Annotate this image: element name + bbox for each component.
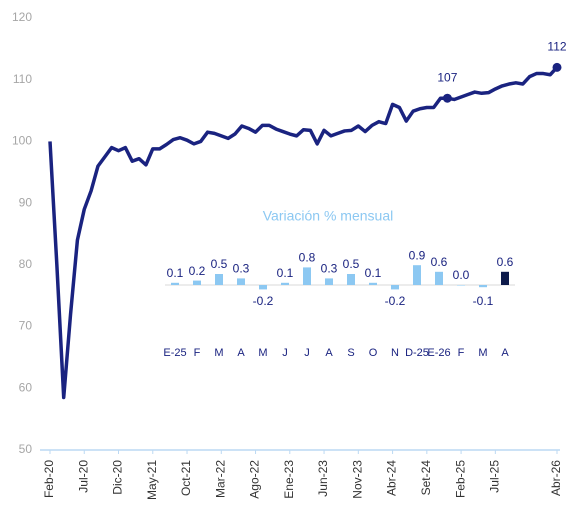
x-tick-label: Feb-25 xyxy=(453,460,467,498)
bar-label: 0.0 xyxy=(453,268,470,282)
bar xyxy=(259,285,267,290)
bar-label: 0.2 xyxy=(189,264,206,278)
inset-category: J xyxy=(282,347,288,359)
point-marker xyxy=(442,93,452,103)
bar-label: 0.5 xyxy=(343,257,360,271)
inset-category: M xyxy=(258,347,267,359)
bar-label: -0.2 xyxy=(385,294,406,308)
x-tick-label: Oct-21 xyxy=(179,460,193,496)
inset-category: N xyxy=(391,347,399,359)
x-tick-label: Feb-20 xyxy=(42,460,56,498)
bar xyxy=(347,274,355,285)
y-tick-label: 120 xyxy=(12,10,32,24)
bar-label: 0.6 xyxy=(431,255,448,269)
point-marker xyxy=(552,62,562,72)
bar-label: 0.8 xyxy=(299,251,316,265)
bar xyxy=(325,278,333,285)
y-tick-label: 90 xyxy=(19,195,33,209)
point-label: 107 xyxy=(437,70,457,84)
x-tick-label: Jun-23 xyxy=(316,460,330,497)
inset-category: J xyxy=(304,347,310,359)
inset-category: E-26 xyxy=(427,347,450,359)
inset-category: A xyxy=(237,347,245,359)
bar xyxy=(281,282,289,285)
y-tick-label: 60 xyxy=(19,380,33,394)
bar-label: 0.5 xyxy=(211,257,228,271)
bar-label: -0.2 xyxy=(253,294,274,308)
y-tick-label: 80 xyxy=(19,257,33,271)
x-tick-label: Abr-24 xyxy=(385,460,399,496)
bar xyxy=(435,271,443,285)
point-label: 112 xyxy=(547,40,566,54)
bar xyxy=(369,282,377,285)
bar xyxy=(215,274,223,285)
bar xyxy=(413,265,421,285)
x-tick-label: Dic-20 xyxy=(111,460,125,495)
bar xyxy=(193,280,201,285)
x-tick-label: Set-24 xyxy=(419,460,433,496)
bar xyxy=(501,271,509,285)
inset-category: M xyxy=(214,347,223,359)
x-tick-label: Ene-23 xyxy=(282,460,296,499)
bar-label: 0.9 xyxy=(409,248,426,262)
inset-category: D-25 xyxy=(405,347,429,359)
bar-label: 0.1 xyxy=(277,266,294,280)
inset-title: Variación % mensual xyxy=(263,208,393,224)
bar-label: 0.1 xyxy=(167,266,184,280)
inset-category: M xyxy=(478,347,487,359)
inset-category: S xyxy=(347,347,354,359)
bar-label: 0.6 xyxy=(497,255,514,269)
x-tick-label: Jul-25 xyxy=(488,460,502,493)
y-tick-label: 50 xyxy=(19,442,33,456)
inset-category: A xyxy=(325,347,333,359)
y-tick-label: 110 xyxy=(13,72,32,86)
bar xyxy=(303,267,311,285)
inset-category: A xyxy=(501,347,509,359)
bar-label: 0.3 xyxy=(321,262,338,276)
bar xyxy=(479,285,487,288)
bar xyxy=(391,285,399,290)
x-tick-label: Jul-20 xyxy=(76,460,90,493)
bar xyxy=(237,278,245,285)
y-tick-label: 100 xyxy=(12,134,32,148)
x-tick-label: Mar-22 xyxy=(213,460,227,498)
inset-category: O xyxy=(369,347,378,359)
x-tick-label: Ago-22 xyxy=(248,460,262,499)
x-tick-label: Nov-23 xyxy=(350,460,364,499)
bar xyxy=(171,282,179,285)
bar xyxy=(457,285,465,286)
inset-category: F xyxy=(458,347,465,359)
bar-label: 0.3 xyxy=(233,262,250,276)
x-tick-label: May-21 xyxy=(145,460,159,500)
bar-label: -0.1 xyxy=(473,294,494,308)
bar-label: 0.1 xyxy=(365,266,382,280)
line xyxy=(48,66,559,400)
x-tick-label: Abr-26 xyxy=(549,460,563,496)
inset-category: F xyxy=(194,347,201,359)
y-tick-label: 70 xyxy=(19,319,33,333)
inset-category: E-25 xyxy=(163,347,186,359)
